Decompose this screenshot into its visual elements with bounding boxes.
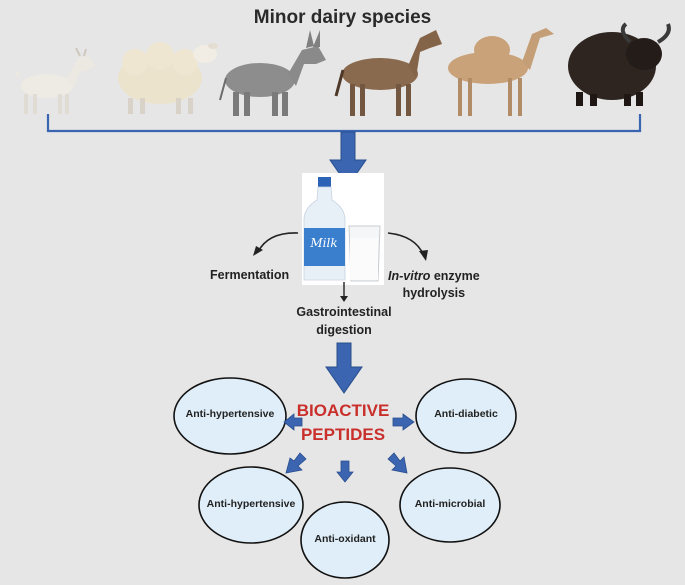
goat-icon — [14, 47, 96, 114]
effect-label-anti-hypertensive-2: Anti-hypertensive — [206, 498, 296, 510]
in-vitro-italic: In-vitro — [388, 269, 431, 283]
hydrolysis-label: hydrolysis — [402, 286, 466, 300]
gastrointestinal-label: Gastrointestinal digestion — [296, 305, 392, 337]
donkey-icon — [219, 30, 326, 116]
effect-node-anti-diabetic — [415, 378, 517, 454]
milk-bottle-icon: Milk — [302, 173, 384, 285]
species-bracket — [46, 114, 642, 133]
arrowhead-gastrointestinal — [340, 296, 348, 302]
diagram-title: Minor dairy species — [253, 7, 432, 28]
in-vitro-label: In-vitro enzyme hydrolysis — [388, 268, 480, 302]
in-vitro-rest: enzyme — [430, 269, 480, 283]
effect-label-anti-hypertensive-1: Anti-hypertensive — [185, 408, 275, 420]
fermentation-label: Fermentation — [210, 268, 290, 282]
arrow-lower-left — [285, 452, 307, 474]
sheep-icon — [118, 42, 218, 114]
camel-icon — [448, 28, 554, 116]
arrowhead-in-vitro — [419, 250, 428, 261]
arrow-lower-right — [387, 452, 408, 474]
effect-label-anti-oxidant: Anti-oxidant — [314, 533, 376, 545]
effect-node-anti-hypertensive-2 — [198, 466, 304, 544]
effect-node-anti-oxidant — [300, 501, 390, 579]
arrow-down — [336, 460, 354, 483]
arrow-left — [283, 413, 303, 431]
effect-node-anti-hypertensive-1 — [173, 377, 287, 455]
arrowhead-fermentation — [253, 246, 263, 256]
horse-icon — [334, 30, 442, 116]
effect-label-anti-microbial: Anti-microbial — [414, 498, 486, 510]
effect-label-anti-diabetic: Anti-diabetic — [434, 408, 498, 420]
arrow-to-peptides — [325, 342, 363, 394]
arrow-fermentation — [257, 232, 299, 253]
bioactive-peptides-label: BIOACTIVE PEPTIDES — [296, 401, 390, 444]
yak-icon — [568, 22, 671, 106]
arrow-in-vitro — [387, 232, 425, 257]
milk-bottle-label: Milk — [309, 236, 337, 250]
arrow-right — [392, 413, 415, 431]
effect-node-anti-microbial — [399, 467, 501, 543]
